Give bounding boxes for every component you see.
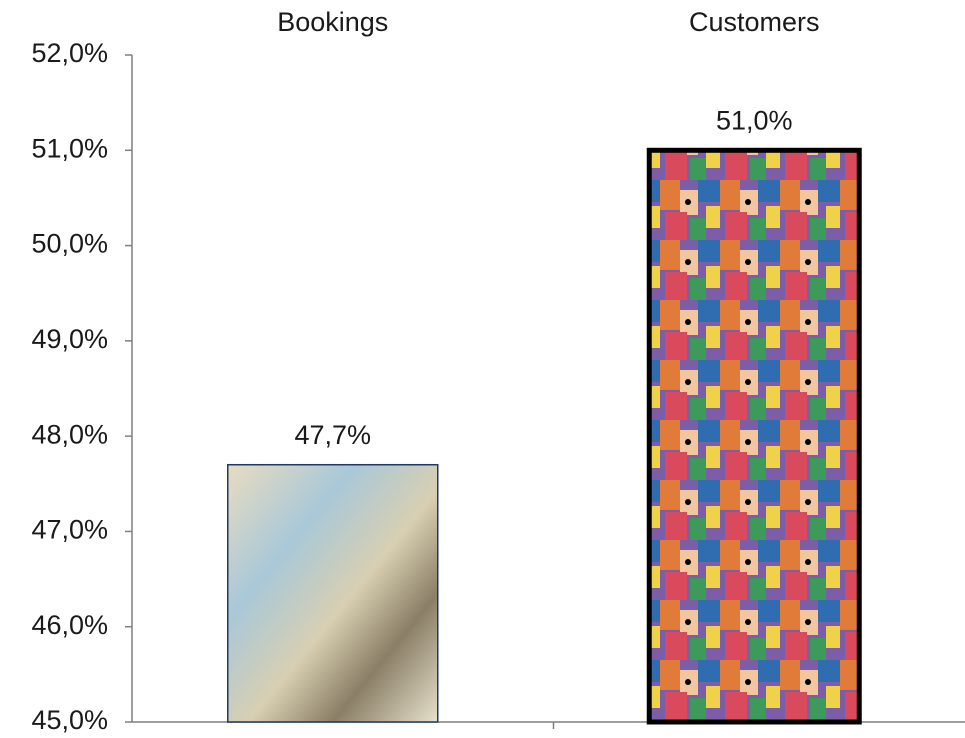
y-tick-label: 52,0%: [31, 38, 108, 68]
category-label: Customers: [689, 7, 820, 37]
bar: [228, 465, 438, 722]
y-tick-label: 51,0%: [31, 133, 108, 163]
y-tick-label: 47,0%: [31, 515, 108, 545]
y-tick-label: 45,0%: [31, 705, 108, 735]
y-tick-label: 48,0%: [31, 419, 108, 449]
chart: 45,0% 46,0% 47,0% 48,0% 49,0% 50,0% 51,0% 52,0%…: [0, 0, 965, 738]
y-tick-label: 46,0%: [31, 610, 108, 640]
bar: [649, 150, 859, 722]
y-tick-label: 49,0%: [31, 324, 108, 354]
value-label: 51,0%: [716, 105, 793, 135]
y-tick-label: 50,0%: [31, 229, 108, 259]
value-label: 47,7%: [294, 420, 371, 450]
category-label: Bookings: [277, 7, 388, 37]
